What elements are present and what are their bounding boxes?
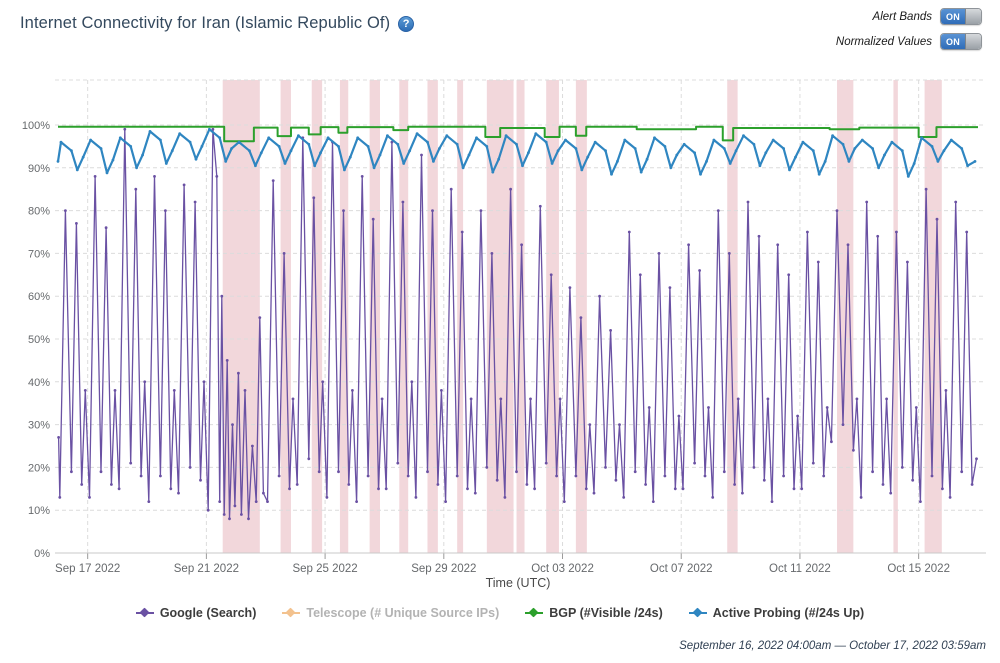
- x-axis-title: Time (UTC): [486, 576, 551, 590]
- x-axis-tick-label: Oct 15 2022: [887, 563, 950, 575]
- alert-bands-label: Alert Bands: [872, 10, 932, 23]
- toggle-panel: Alert Bands ON Normalized Values ON: [836, 8, 982, 50]
- y-axis-tick-label: 20%: [28, 462, 50, 474]
- bgp-series-marker-icon: [525, 607, 544, 618]
- google-series-marker-icon: [135, 607, 154, 618]
- legend-item-google[interactable]: Google (Search): [135, 606, 257, 620]
- legend-label: BGP (#Visible /24s): [549, 606, 663, 620]
- legend-label: Telescope (# Unique Source IPs): [306, 606, 500, 620]
- legend-item-telescope[interactable]: Telescope (# Unique Source IPs): [282, 606, 499, 620]
- x-axis-tick-label: Oct 07 2022: [650, 563, 713, 575]
- chart-legend: Google (Search) Telescope (# Unique Sour…: [0, 606, 1000, 620]
- x-axis-tick-label: Oct 11 2022: [769, 563, 831, 575]
- y-axis-tick-label: 40%: [28, 377, 50, 389]
- x-axis-tick-label: Sep 25 2022: [292, 563, 357, 575]
- page-title: Internet Connectivity for Iran (Islamic …: [20, 14, 391, 32]
- y-axis-tick-label: 0%: [34, 548, 50, 560]
- toggle-on-text: ON: [941, 34, 965, 49]
- alert-band: [399, 80, 409, 553]
- normalized-values-toggle[interactable]: ON: [940, 33, 982, 50]
- y-axis-tick-label: 30%: [28, 420, 50, 432]
- x-axis-tick-label: Sep 21 2022: [174, 563, 239, 575]
- y-axis-tick-label: 100%: [22, 120, 50, 132]
- alert-band: [339, 80, 349, 553]
- y-axis-tick-label: 90%: [28, 163, 50, 175]
- alert-bands-toggle[interactable]: ON: [940, 8, 982, 25]
- help-icon[interactable]: ?: [398, 15, 415, 32]
- y-axis-tick-label: 70%: [28, 248, 50, 260]
- y-axis-tick-label: 10%: [28, 505, 50, 517]
- y-axis-tick-label: 50%: [28, 334, 50, 346]
- alert-band: [311, 80, 323, 553]
- x-axis-tick-label: Oct 03 2022: [531, 563, 594, 575]
- y-axis-tick-label: 80%: [28, 206, 50, 218]
- legend-item-bgp[interactable]: BGP (#Visible /24s): [525, 606, 663, 620]
- legend-label: Active Probing (#/24s Up): [712, 606, 865, 620]
- chart-canvas[interactable]: 0% 10% 20% 30% 40% 50% 60% 70% 80% 90% 100% Sep 17 …: [0, 64, 1000, 596]
- legend-item-active-probing[interactable]: Active Probing (#/24s Up): [688, 606, 865, 620]
- x-axis-tick-label: Sep 17 2022: [55, 563, 120, 575]
- header: Internet Connectivity for Iran (Islamic …: [0, 0, 1000, 64]
- toggle-knob: [965, 34, 981, 49]
- alert-band: [837, 80, 854, 553]
- toggle-knob: [965, 9, 981, 24]
- telescope-series-marker-icon: [282, 607, 301, 618]
- alert-band: [727, 80, 738, 553]
- legend-label: Google (Search): [159, 606, 257, 620]
- alert-band: [427, 80, 438, 553]
- time-range-label: September 16, 2022 04:00am — October 17,…: [679, 640, 986, 652]
- x-axis-tick-label: Sep 29 2022: [411, 563, 476, 575]
- alert-band: [893, 80, 898, 553]
- connectivity-chart: 0% 10% 20% 30% 40% 50% 60% 70% 80% 90% 100% Sep 17 …: [0, 64, 1000, 596]
- normalized-values-label: Normalized Values: [835, 35, 932, 48]
- y-axis-tick-label: 60%: [28, 291, 50, 303]
- series-line: [58, 125, 978, 143]
- alert-band: [924, 80, 942, 553]
- active-probing-series-marker-icon: [688, 607, 707, 618]
- toggle-on-text: ON: [941, 9, 965, 24]
- alert-band: [486, 80, 514, 553]
